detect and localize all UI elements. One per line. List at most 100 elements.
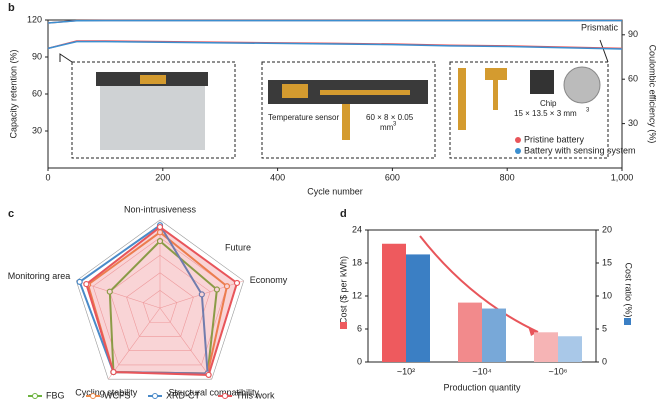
annotation: 15 × 13.5 × 3 mm	[514, 109, 577, 118]
legend-label: Battery with sensing system	[524, 145, 636, 155]
sensor-photo	[282, 84, 308, 98]
legend-label: FBG	[46, 390, 65, 400]
y2-axis-label: Coulombic efficiency (%)	[648, 45, 658, 144]
radar-ring	[142, 290, 178, 323]
panel-letter: b	[8, 2, 15, 14]
radar-point	[106, 288, 113, 295]
x-tick-label: ~10⁶	[549, 366, 568, 376]
x-axis-label: Cycle number	[307, 186, 363, 196]
radar-spoke	[108, 307, 161, 380]
annotation: Future	[225, 242, 251, 252]
x-axis-label: Production quantity	[443, 382, 521, 392]
inset-photos	[71, 61, 609, 159]
sensor-photo	[140, 75, 166, 84]
y2-tick-label: 90	[628, 29, 638, 39]
legend-label: XRD-CT	[166, 390, 200, 400]
inset-frame	[449, 61, 609, 159]
bar	[406, 254, 430, 362]
y2-tick-label: 15	[602, 257, 612, 267]
inset-frame	[261, 61, 436, 159]
trend-arrow	[419, 235, 539, 333]
radar-point	[110, 368, 117, 376]
x-tick-label: 600	[385, 172, 400, 182]
fpc-photo	[493, 80, 498, 110]
radar-point	[156, 238, 164, 245]
radar-spoke	[159, 307, 212, 380]
radar-area	[85, 225, 239, 376]
x-tick-label: ~10²	[397, 366, 415, 376]
sensor-photo	[342, 104, 350, 140]
series-line	[47, 19, 622, 24]
axis-color-key	[340, 322, 347, 329]
inset-frame	[71, 61, 236, 159]
sensor-photo	[320, 90, 410, 95]
radar-point	[76, 278, 83, 285]
radar-point	[205, 371, 212, 379]
y2-tick-label: 10	[602, 290, 612, 300]
legend-marker	[222, 393, 228, 399]
bar	[482, 308, 506, 362]
y-tick-label: 60	[32, 88, 42, 98]
trend-arrow-head	[528, 326, 538, 336]
bar	[534, 332, 558, 362]
annotation: 3	[586, 108, 590, 114]
y2-tick-label: 0	[602, 356, 607, 366]
radar-point	[156, 223, 164, 231]
radar-point	[213, 286, 221, 293]
annotation: Chip	[540, 99, 557, 108]
x-tick-label: 1,000	[611, 172, 634, 182]
radar-point	[83, 280, 90, 288]
radar-point	[233, 279, 241, 287]
radar-ring	[126, 272, 194, 337]
legend-marker	[152, 393, 158, 399]
legend-marker	[515, 148, 521, 154]
annotation: 3	[393, 122, 397, 128]
series-line	[47, 40, 623, 50]
legend-marker	[515, 137, 521, 143]
axis-label: Structural compatibility	[168, 388, 259, 398]
panel-letter: d	[340, 208, 347, 220]
y-axis-label: Cost ($ per kWh)	[338, 256, 348, 324]
y-tick-label: 30	[32, 125, 42, 135]
annotation: 60 × 8 × 0.05	[366, 113, 414, 122]
axis-label: Economy	[250, 275, 288, 285]
y-tick-label: 90	[32, 51, 42, 61]
annotation: mm	[380, 123, 394, 132]
y-tick-label: 0	[357, 356, 362, 366]
y2-tick-label: 20	[602, 224, 612, 234]
y-tick-label: 24	[352, 224, 362, 234]
x-tick-label: 200	[155, 172, 170, 182]
axis-label: Non-intrusiveness	[124, 204, 197, 214]
x-tick-label: ~10⁴	[472, 366, 491, 376]
pointer	[59, 39, 609, 63]
y2-tick-label: 60	[628, 74, 638, 84]
y2-tick-label: 5	[602, 323, 607, 333]
y-tick-label: 120	[27, 14, 42, 24]
radar-ring	[109, 254, 211, 352]
chart-title: Prismatic	[581, 22, 619, 32]
bar	[382, 243, 406, 362]
radar-ring	[75, 219, 245, 380]
y-axis-label: Capacity retention (%)	[8, 49, 18, 138]
y2-tick-label: 30	[628, 118, 638, 128]
axis-label: Cycling stability	[75, 388, 138, 398]
y-tick-label: 18	[352, 257, 362, 267]
legend-label: WCFS	[104, 390, 131, 400]
bar	[458, 302, 482, 362]
y-tick-label: 12	[352, 290, 362, 300]
chip-photo	[530, 70, 554, 94]
fpc-photo	[485, 68, 507, 80]
y2-axis-label: Cost ratio (%)	[624, 262, 634, 317]
coin-photo	[563, 66, 601, 104]
legend-marker	[32, 393, 38, 399]
axis-label: Monitoring area	[8, 271, 71, 281]
fpc-photo	[458, 68, 466, 130]
legend-label: This work	[236, 390, 275, 400]
x-tick-label: 800	[500, 172, 515, 182]
radar-point	[198, 291, 205, 298]
legend-marker	[90, 393, 96, 399]
x-tick-label: 0	[45, 172, 50, 182]
panel-letter: c	[8, 208, 14, 220]
legend-label: Pristine battery	[524, 134, 585, 144]
